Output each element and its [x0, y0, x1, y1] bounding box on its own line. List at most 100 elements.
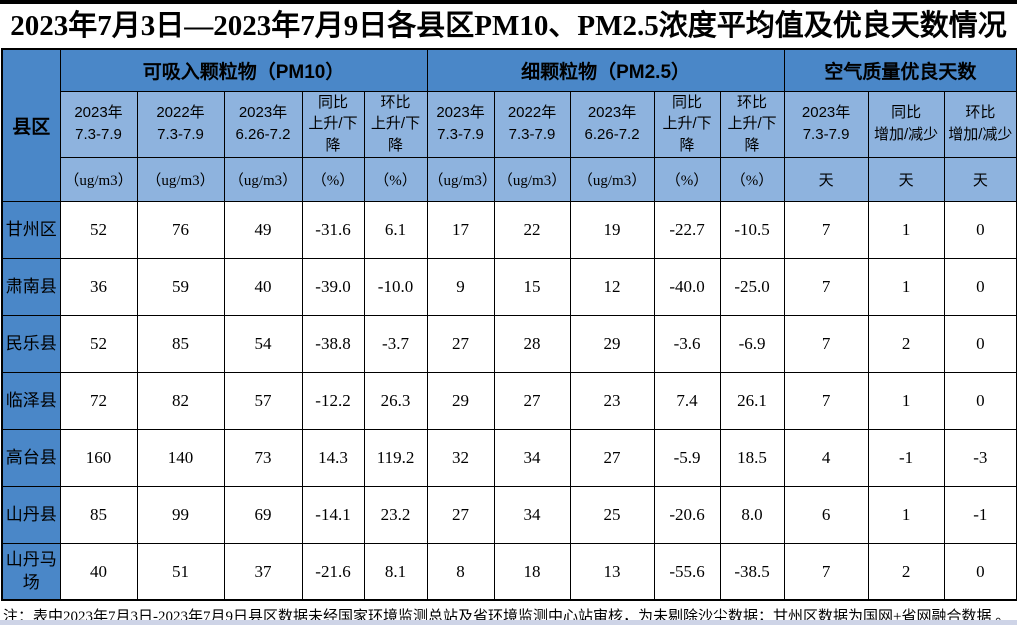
group-header-row: 县区 可吸入颗粒物（PM10） 细颗粒物（PM2.5） 空气质量优良天数: [1, 48, 1017, 202]
row-header-county: 山丹县: [1, 485, 61, 544]
period-header: 2023年 6.26-7.2: [569, 90, 655, 158]
data-cell: -40.0: [653, 257, 721, 316]
data-cell: 17: [426, 200, 495, 259]
data-cell: -1: [943, 485, 1017, 544]
period-line1: 环比: [965, 104, 996, 122]
data-cell: -6.9: [719, 314, 785, 373]
period-line1: 2022年: [156, 104, 205, 122]
data-cell: 4: [783, 428, 869, 487]
period-line1: 环比: [737, 93, 768, 111]
data-cell: -25.0: [719, 257, 785, 316]
data-cell: 2: [867, 542, 945, 601]
unit-header: 天: [783, 156, 869, 202]
data-cell: 54: [223, 314, 303, 373]
unit-header-row: （ug/m3） （ug/m3） （ug/m3） （%） （%） （ug/m3） …: [2, 156, 1017, 202]
period-line1: 环比: [380, 93, 411, 111]
unit-header: 天: [867, 156, 945, 202]
period-line2: 上升/下降: [662, 115, 712, 154]
data-cell: 1: [867, 200, 945, 259]
data-cell: 7: [783, 314, 869, 373]
period-line2: 上升/下降: [727, 115, 777, 154]
data-cell: 29: [569, 314, 655, 373]
period-line1: 同比: [891, 104, 922, 122]
row-header-county: 山丹马场: [1, 542, 61, 601]
period-header: 2023年 6.26-7.2: [223, 90, 303, 158]
unit-header: （%）: [719, 156, 785, 202]
period-line2: 上升/下降: [308, 115, 358, 154]
data-cell: 7: [783, 200, 869, 259]
data-cell: 51: [136, 542, 225, 601]
row-header-county: 民乐县: [1, 314, 61, 373]
period-header: 2023年 7.3-7.9: [426, 90, 495, 158]
unit-header: （ug/m3）: [59, 156, 138, 202]
data-cell: 7: [783, 257, 869, 316]
unit-header: （ug/m3）: [426, 156, 495, 202]
data-cell: 0: [943, 314, 1017, 373]
data-cell: 8.0: [719, 485, 785, 544]
data-cell: 40: [223, 257, 303, 316]
data-cell: -31.6: [301, 200, 365, 259]
data-cell: 1: [867, 371, 945, 430]
period-line2: 7.3-7.9: [802, 126, 850, 144]
data-cell: 22: [493, 200, 571, 259]
data-cell: -38.8: [301, 314, 365, 373]
data-cell: 27: [493, 371, 571, 430]
data-cell: -10.0: [363, 257, 428, 316]
data-cell: 1: [867, 257, 945, 316]
data-cell: -5.9: [653, 428, 721, 487]
data-cell: -20.6: [653, 485, 721, 544]
data-cell: 8.1: [363, 542, 428, 601]
table-row: 肃南县 36 59 40 -39.0 -10.0 9 15 12 -40.0 -25.0 7 1 0: [1, 257, 1017, 316]
period-header: 2023年 7.3-7.9: [59, 90, 138, 158]
row-header-county: 临泽县: [1, 371, 61, 430]
period-line2: 增加/减少: [948, 126, 1013, 144]
corner-header-county: 县区: [1, 48, 61, 202]
pm-data-table: 县区 可吸入颗粒物（PM10） 细颗粒物（PM2.5） 空气质量优良天数 202…: [1, 48, 1017, 602]
data-cell: 34: [493, 428, 571, 487]
data-cell: 7: [783, 371, 869, 430]
data-cell: 37: [223, 542, 303, 601]
data-cell: 57: [223, 371, 303, 430]
unit-header: （%）: [363, 156, 428, 202]
data-cell: -3: [943, 428, 1017, 487]
data-cell: 15: [493, 257, 571, 316]
period-line1: 2023年: [74, 104, 123, 122]
group-header-good-days: 空气质量优良天数: [783, 48, 1017, 92]
data-cell: 49: [223, 200, 303, 259]
data-cell: 26.3: [363, 371, 428, 430]
data-cell: 12: [569, 257, 655, 316]
data-cell: 0: [943, 371, 1017, 430]
period-line2: 7.3-7.9: [437, 126, 484, 144]
data-cell: 27: [426, 314, 495, 373]
data-cell: -38.5: [719, 542, 785, 601]
data-cell: 119.2: [363, 428, 428, 487]
data-cell: 25: [569, 485, 655, 544]
data-cell: 69: [223, 485, 303, 544]
period-line1: 2023年: [436, 104, 485, 122]
data-cell: 52: [59, 314, 138, 373]
table-row: 高台县 160 140 73 14.3 119.2 32 34 27 -5.9 18.5 4 -1 -3: [1, 428, 1017, 487]
table-row: 山丹县 85 99 69 -14.1 23.2 27 34 25 -20.6 8.0 6 1 -1: [1, 485, 1017, 544]
table-row: 甘州区 52 76 49 -31.6 6.1 17 22 19 -22.7 -10.5 7 1 0: [1, 200, 1017, 259]
group-header-pm10: 可吸入颗粒物（PM10）: [59, 48, 428, 92]
unit-header: （ug/m3）: [223, 156, 303, 202]
data-cell: 82: [136, 371, 225, 430]
data-cell: 18.5: [719, 428, 785, 487]
data-cell: 2: [867, 314, 945, 373]
data-cell: 7: [783, 542, 869, 601]
data-cell: 99: [136, 485, 225, 544]
period-line1: 2023年: [238, 104, 288, 122]
data-cell: 6: [783, 485, 869, 544]
data-cell: -10.5: [719, 200, 785, 259]
data-cell: 85: [136, 314, 225, 373]
period-header: 2022年 7.3-7.9: [136, 90, 225, 158]
group-header-pm25: 细颗粒物（PM2.5）: [426, 48, 785, 92]
data-cell: -55.6: [653, 542, 721, 601]
data-cell: -12.2: [301, 371, 365, 430]
data-cell: 23.2: [363, 485, 428, 544]
period-header: 环比上升/下降: [719, 90, 785, 158]
data-cell: 13: [569, 542, 655, 601]
unit-header: （%）: [653, 156, 721, 202]
period-header: 2022年 7.3-7.9: [493, 90, 571, 158]
table-row: 临泽县 72 82 57 -12.2 26.3 29 27 23 7.4 26.1 7 1 0: [1, 371, 1017, 430]
